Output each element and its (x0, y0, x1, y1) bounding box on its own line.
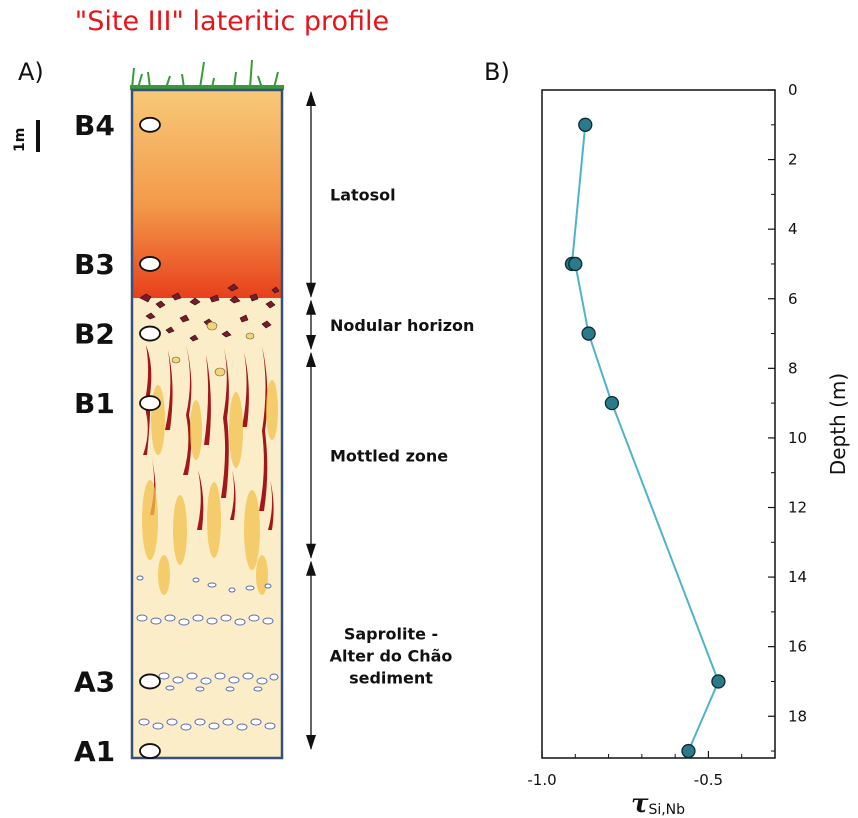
zone-label: Mottled zone (330, 446, 448, 465)
y-tick-label: 16 (788, 638, 807, 656)
panel-b: B) 0 2 4 6 8 10 12 14 16 18 -1.0 -0.5 Depth (m) τS… (484, 58, 850, 818)
zone-label: sediment (349, 668, 433, 687)
x-tick-label: -1.0 (527, 771, 556, 789)
zone-label: Nodular horizon (330, 316, 474, 335)
panel-a: A) 1m (12, 58, 474, 768)
sample-label: B1 (74, 387, 115, 420)
panel-b-label: B) (484, 58, 510, 86)
pebble-band-1 (136, 575, 272, 593)
scale-bar (36, 120, 40, 152)
sample-marker (139, 256, 161, 272)
sample-label: B2 (74, 318, 115, 351)
y-tick-label: 2 (788, 151, 798, 169)
zone-arrow-head-down (306, 282, 316, 298)
profile-column-border (130, 88, 284, 760)
grass-icon (131, 59, 279, 89)
y-tick-label: 10 (788, 429, 807, 447)
pebble-band-3 (158, 672, 279, 692)
panel-a-label: A) (18, 58, 44, 86)
data-point (711, 674, 726, 689)
series-tau (564, 117, 726, 759)
sample-marker (139, 743, 161, 759)
zone-arrow-head-down (306, 543, 316, 559)
sample-label: B3 (74, 248, 115, 281)
y-tick-label: 18 (788, 707, 807, 725)
sample-marker (139, 325, 161, 342)
y-tick-label: 12 (788, 499, 807, 517)
x-axis: -1.0 -0.5 (527, 751, 743, 789)
y-tick-label: 14 (788, 568, 807, 586)
sample-label: B4 (74, 109, 115, 142)
y-tick-label: 6 (788, 290, 798, 308)
x-tick-label: -0.5 (694, 771, 723, 789)
data-point (681, 743, 696, 759)
scale-label: 1m (12, 128, 28, 152)
pebble-bands (136, 575, 279, 731)
x-axis-title: τSi,Nb (631, 789, 685, 818)
x-axis-title-sub: Si,Nb (648, 802, 685, 818)
zone-arrow-head-down (306, 735, 316, 751)
x-axis-title-main: τ (631, 789, 649, 818)
sample-markers: B4 B3 B2 B1 A3 A1 (74, 109, 161, 768)
y-tick-label: 4 (788, 220, 798, 238)
zone-label: Latosol (330, 185, 396, 204)
data-point (568, 256, 583, 272)
zone-arrow-head-up (306, 351, 316, 367)
zone-arrow-head-down (306, 334, 316, 350)
sample-marker (139, 116, 161, 133)
zone-arrow-head-up (306, 91, 316, 106)
sample-marker (139, 673, 161, 690)
data-point (604, 395, 620, 411)
zone-label: Saprolite - (344, 624, 438, 643)
data-point (578, 117, 593, 132)
zone-label: Alter do Chão (330, 646, 453, 665)
series-line (570, 124, 720, 752)
sample-label: A1 (74, 735, 115, 768)
nodules (139, 283, 280, 342)
y-axis: 0 2 4 6 8 10 12 14 16 18 (768, 81, 807, 752)
pebble-band-2 (136, 614, 274, 626)
zone-arrow-head-up (306, 299, 316, 315)
y-tick-label: 0 (788, 81, 798, 99)
soil-surface (130, 85, 284, 90)
sample-label: A3 (74, 665, 115, 698)
pale-nodules (171, 321, 255, 377)
y-tick-label: 8 (788, 359, 798, 377)
plot-frame (541, 89, 776, 759)
zone-arrow-head-up (306, 560, 316, 576)
pebble-band-4 (138, 718, 276, 731)
sample-marker (139, 395, 161, 412)
y-axis-title: Depth (m) (826, 373, 850, 475)
zone-arrows: Latosol Nodular horizon Mottled zone Saprol… (306, 91, 474, 751)
data-point (581, 326, 596, 341)
figure-title: "Site III" lateritic profile (75, 6, 389, 37)
